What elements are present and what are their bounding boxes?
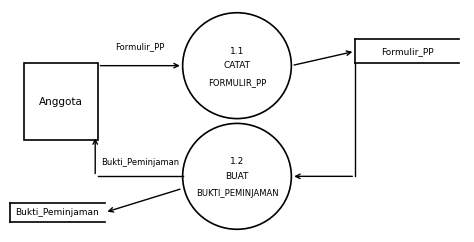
Text: Bukti_Peminjaman: Bukti_Peminjaman: [16, 208, 99, 217]
Ellipse shape: [182, 13, 292, 119]
Bar: [24, 63, 98, 140]
Text: FORMULIR_PP: FORMULIR_PP: [208, 78, 266, 87]
Text: 1.1: 1.1: [230, 47, 244, 56]
Text: Bukti_Peminjaman: Bukti_Peminjaman: [101, 158, 179, 167]
Text: Formulir_PP: Formulir_PP: [116, 42, 165, 51]
Text: BUKTI_PEMINJAMAN: BUKTI_PEMINJAMAN: [196, 189, 278, 198]
Text: Anggota: Anggota: [39, 97, 83, 107]
Text: BUAT: BUAT: [225, 172, 249, 181]
Ellipse shape: [182, 123, 292, 229]
Text: 1.2: 1.2: [230, 157, 244, 166]
Text: CATAT: CATAT: [224, 61, 250, 70]
Text: Formulir_PP: Formulir_PP: [381, 47, 433, 56]
